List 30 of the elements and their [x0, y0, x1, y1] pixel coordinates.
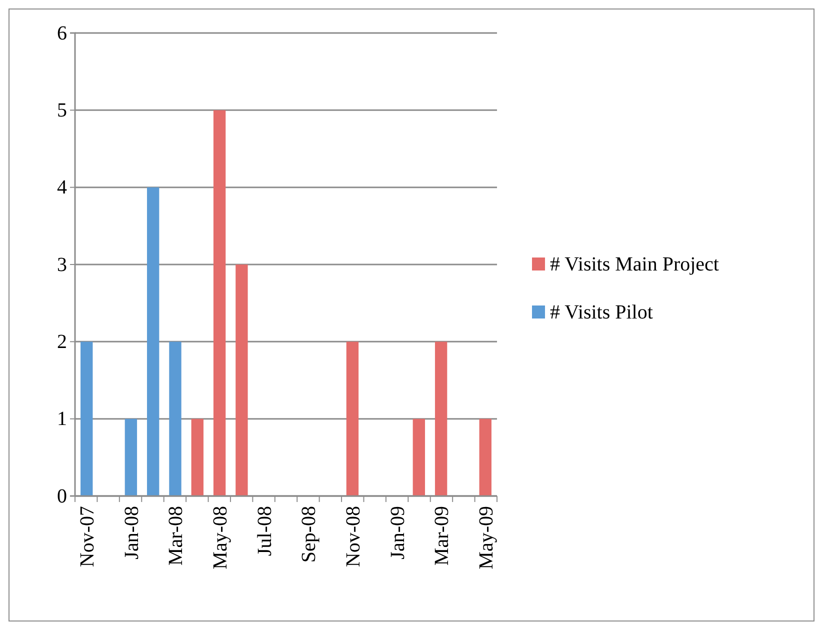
- x-tick-label: Mar-08: [165, 506, 188, 566]
- legend-label: # Visits Pilot: [550, 302, 654, 324]
- bar: [124, 418, 138, 496]
- y-tick-label: 0: [57, 485, 67, 508]
- x-tick-label: Jan-09: [386, 506, 409, 560]
- bar: [169, 342, 182, 496]
- bar: [434, 342, 448, 496]
- x-tick-label: Nov-08: [342, 506, 364, 568]
- y-tick-label: 5: [57, 100, 67, 122]
- x-tick-label: May-09: [475, 506, 498, 570]
- bar: [146, 187, 160, 496]
- bar: [236, 264, 248, 496]
- y-tick-label: 3: [57, 254, 67, 276]
- bar: [80, 342, 93, 496]
- bar: [479, 418, 492, 496]
- x-tick-label: Nov-07: [76, 506, 99, 568]
- legend-label: # Visits Main Project: [550, 254, 720, 276]
- y-tick-label: 2: [57, 331, 67, 354]
- y-tick-label: 4: [57, 176, 67, 199]
- x-tick-label: Jul-08: [254, 506, 276, 556]
- x-tick-label: Mar-09: [431, 506, 454, 566]
- y-tick-label: 1: [57, 408, 67, 430]
- y-tick-label: 6: [57, 22, 67, 44]
- x-tick-label: Jan-08: [120, 506, 143, 560]
- x-tick-label: May-08: [210, 506, 232, 570]
- bar: [213, 110, 226, 496]
- x-tick-label: Sep-08: [298, 506, 320, 563]
- bar: [191, 418, 204, 496]
- bar: [346, 342, 359, 496]
- bar: [412, 418, 426, 496]
